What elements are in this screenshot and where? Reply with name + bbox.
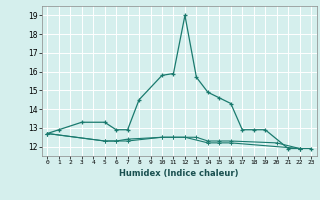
X-axis label: Humidex (Indice chaleur): Humidex (Indice chaleur) [119, 169, 239, 178]
